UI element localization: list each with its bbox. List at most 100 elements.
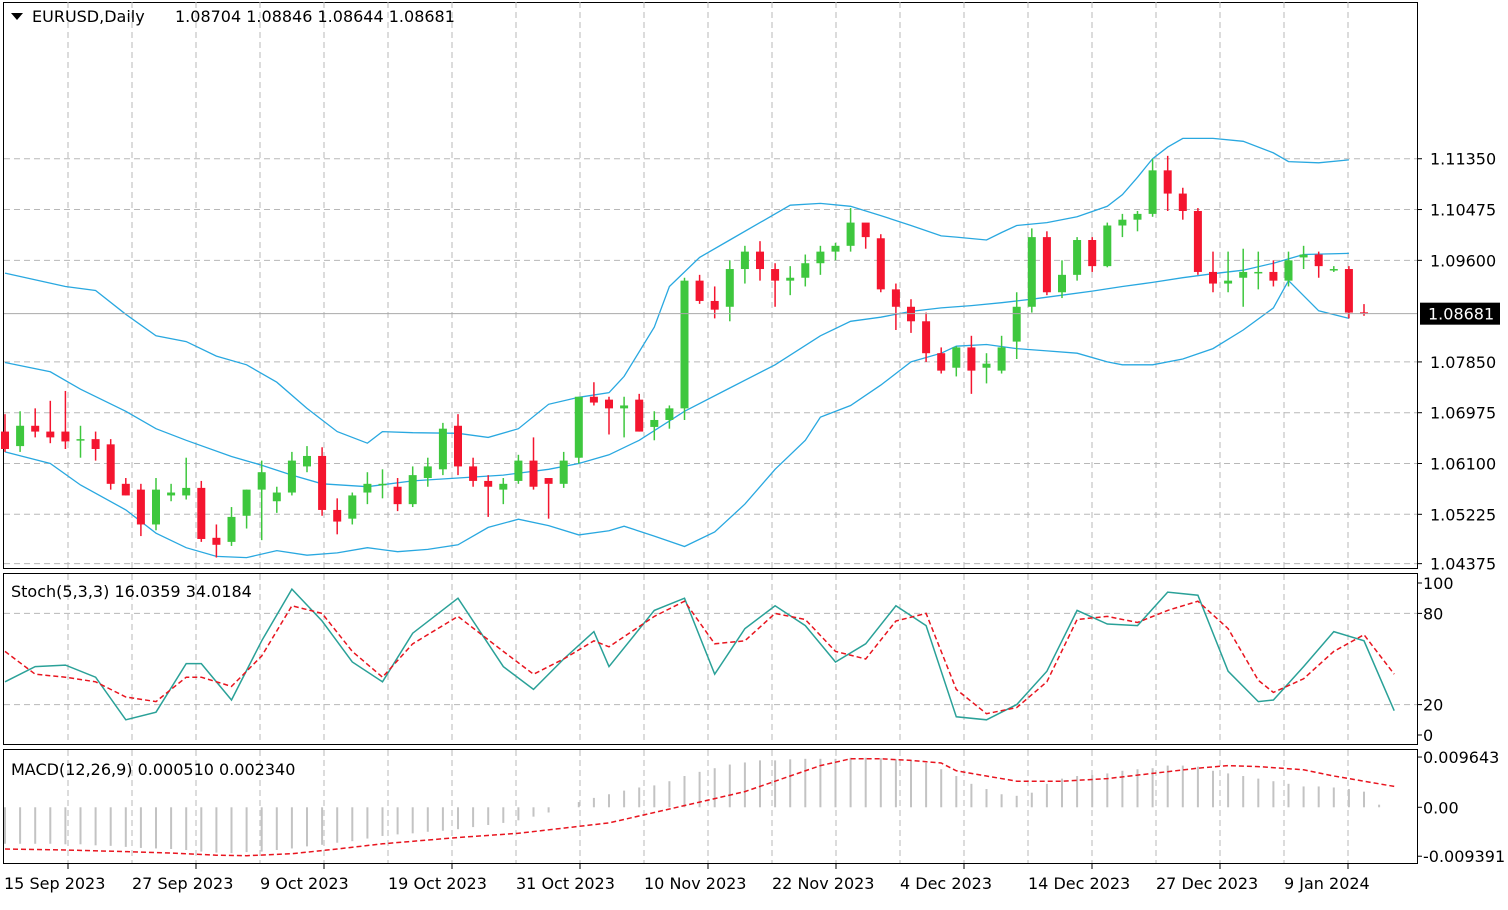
chart-header: EURUSD,Daily 1.08704 1.08846 1.08644 1.0… bbox=[11, 7, 455, 26]
candle-body bbox=[514, 460, 523, 481]
price-panel-frame bbox=[3, 2, 1418, 569]
candle-body bbox=[318, 455, 327, 510]
macd-tick-label: -0.009391 bbox=[1423, 847, 1505, 866]
candle-body bbox=[227, 516, 236, 542]
candle-body bbox=[31, 425, 40, 432]
stochastic-tick-label: 0 bbox=[1423, 726, 1433, 745]
candle-body bbox=[605, 399, 613, 409]
stochastic-axis: 100 80 20 0 bbox=[1417, 574, 1454, 745]
stochastic-panel[interactable]: 100 80 20 0 Stoch(5,3,3) 16.0359 34.0184 bbox=[3, 573, 1454, 746]
date-tick-label: 14 Dec 2023 bbox=[1028, 874, 1130, 893]
candle-body bbox=[91, 439, 100, 449]
candle-body bbox=[136, 489, 145, 525]
candle-body bbox=[76, 439, 85, 441]
candle-body bbox=[393, 486, 402, 505]
candle-body bbox=[182, 487, 191, 496]
stochastic-panel-frame bbox=[3, 573, 1418, 745]
candle-body bbox=[257, 472, 266, 490]
date-tick-label: 27 Sep 2023 bbox=[132, 874, 233, 893]
price-tick-label: 1.05225 bbox=[1430, 505, 1496, 524]
stochastic-tick-label: 20 bbox=[1423, 696, 1443, 715]
candle-body bbox=[816, 251, 825, 264]
candle-body bbox=[650, 419, 659, 427]
price-tick-label: 1.06100 bbox=[1430, 455, 1496, 474]
candle-body bbox=[635, 399, 644, 432]
candle-body bbox=[997, 347, 1006, 371]
candle-body bbox=[1148, 170, 1157, 214]
date-tick-label: 22 Nov 2023 bbox=[772, 874, 874, 893]
candle-body bbox=[1, 431, 9, 449]
candle-body bbox=[876, 238, 885, 290]
candle-body bbox=[1027, 237, 1036, 307]
candle-body bbox=[1133, 213, 1142, 220]
date-tick-label: 19 Oct 2023 bbox=[388, 874, 487, 893]
macd-histogram bbox=[4, 757, 1381, 854]
candle-body bbox=[695, 280, 704, 301]
date-tick-label: 10 Nov 2023 bbox=[644, 874, 746, 893]
bollinger-middle-line bbox=[4, 252, 1349, 488]
date-axis: 15 Sep 2023 27 Sep 2023 9 Oct 2023 19 Oct 2… bbox=[4, 864, 1370, 893]
candle-body bbox=[1284, 260, 1293, 281]
candle-body bbox=[982, 363, 991, 368]
bollinger-bands bbox=[4, 137, 1350, 559]
candle-body bbox=[242, 489, 251, 516]
dropdown-triangle-icon[interactable] bbox=[11, 13, 23, 20]
candle-body bbox=[348, 495, 357, 519]
candle-body bbox=[1118, 219, 1127, 226]
macd-tick-label: 0.00 bbox=[1423, 798, 1459, 817]
macd-signal-path bbox=[4, 758, 1395, 857]
bollinger-lower-line bbox=[4, 279, 1350, 559]
candle-body bbox=[61, 431, 70, 442]
price-tick-label: 1.07850 bbox=[1430, 353, 1496, 372]
candle-body bbox=[529, 460, 538, 487]
candle-body bbox=[710, 300, 719, 310]
candles bbox=[1, 155, 1368, 558]
price-tick-label: 1.11350 bbox=[1430, 150, 1496, 169]
candle-body bbox=[152, 489, 160, 525]
candle-body bbox=[106, 444, 115, 484]
date-tick-label: 9 Jan 2024 bbox=[1284, 874, 1370, 893]
macd-axis: 0.009643 0.00 -0.009391 bbox=[1417, 748, 1505, 866]
candle-body bbox=[1239, 271, 1248, 278]
date-tick-label: 15 Sep 2023 bbox=[4, 874, 105, 893]
candle-body bbox=[287, 460, 296, 493]
candle-body bbox=[423, 466, 432, 479]
candle-body bbox=[544, 478, 553, 484]
macd-signal-line bbox=[4, 758, 1395, 857]
candle-body bbox=[1193, 210, 1202, 272]
candle-body bbox=[303, 455, 311, 467]
candle-body bbox=[1329, 269, 1338, 271]
candle-body bbox=[16, 425, 25, 447]
stochastic-lines bbox=[4, 587, 1395, 721]
candle-body bbox=[891, 289, 900, 307]
candle-body bbox=[1254, 271, 1263, 274]
price-panel[interactable]: 1.11350 1.10475 1.09600 1.07850 1.06975 1.061… bbox=[1, 2, 1500, 574]
candle-body bbox=[333, 509, 342, 522]
candle-body bbox=[1088, 240, 1097, 267]
candle-body bbox=[725, 269, 734, 307]
candle-body bbox=[1269, 271, 1278, 281]
candle-body bbox=[922, 321, 931, 354]
candle-body bbox=[620, 405, 629, 409]
candle-body bbox=[1042, 237, 1051, 293]
candle-body bbox=[831, 245, 840, 252]
candle-body bbox=[1163, 170, 1172, 194]
candle-body bbox=[1073, 240, 1082, 275]
candle-body bbox=[484, 480, 493, 487]
candle-body bbox=[740, 251, 749, 270]
candle-body bbox=[574, 396, 583, 458]
candle-body bbox=[363, 483, 372, 493]
date-tick-label: 4 Dec 2023 bbox=[900, 874, 992, 893]
macd-panel[interactable]: 0.009643 0.00 -0.009391 MACD(12,26,9) 0.00… bbox=[3, 748, 1506, 866]
candle-body bbox=[499, 483, 508, 490]
stochastic-tick-label: 100 bbox=[1423, 574, 1454, 593]
candle-body bbox=[1012, 306, 1021, 342]
candle-body bbox=[197, 487, 206, 539]
candle-body bbox=[589, 396, 598, 403]
current-price-box bbox=[1420, 302, 1500, 325]
candle-body bbox=[1360, 312, 1368, 314]
price-tick-label: 1.04375 bbox=[1430, 555, 1496, 574]
candle-body bbox=[786, 277, 795, 281]
candle-body bbox=[212, 537, 221, 545]
